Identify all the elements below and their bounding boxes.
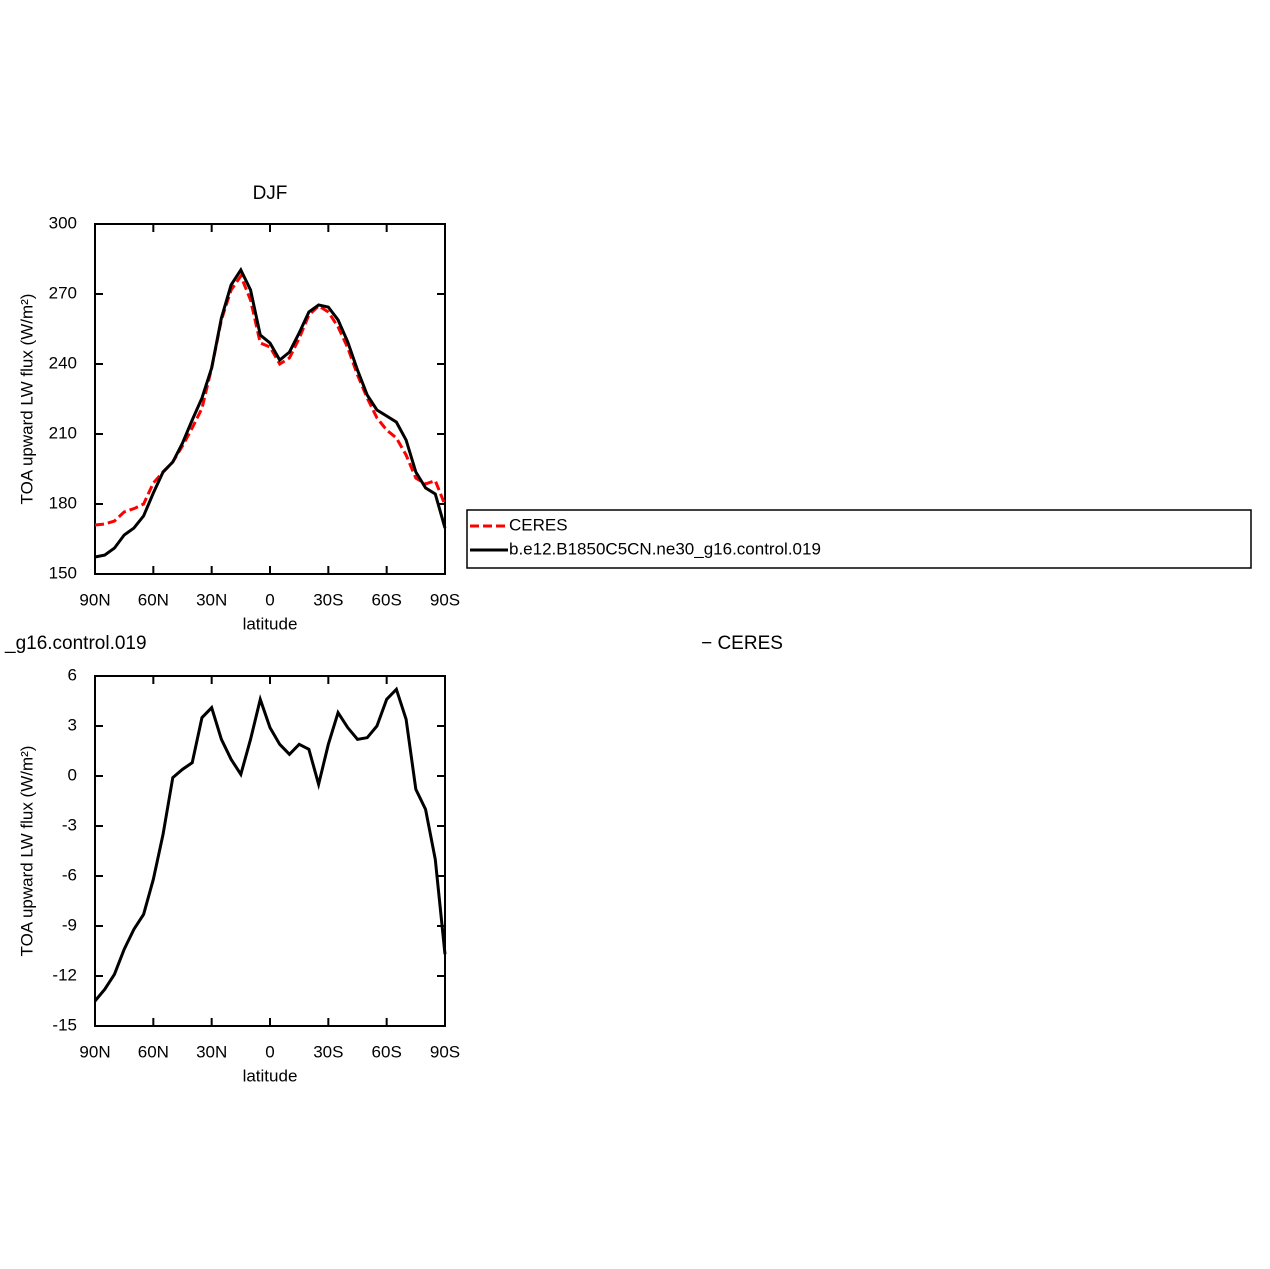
x-tick-label: 60N: [138, 590, 169, 609]
y-tick-label: 6: [68, 665, 77, 684]
x-tick-label: 60S: [372, 1042, 402, 1061]
y-axis-label: TOA upward LW flux (W/m²): [17, 294, 36, 505]
x-tick-label: 60N: [138, 1042, 169, 1061]
y-tick-label: 210: [49, 423, 77, 442]
legend-box: [466, 509, 1252, 569]
y-tick-label: 300: [49, 213, 77, 232]
plot-frame: [94, 223, 446, 575]
y-tick-label: 270: [49, 283, 77, 302]
y-axis-label: TOA upward LW flux (W/m²): [17, 746, 36, 957]
x-tick-label: 30S: [313, 1042, 343, 1061]
chart-title-left: _g16.control.019: [4, 633, 147, 654]
x-tick-label: 30S: [313, 590, 343, 609]
data-line: [93, 686, 447, 1002]
x-tick-label: 90S: [430, 590, 460, 609]
y-tick-label: -3: [62, 815, 77, 834]
y-tick-label: -9: [62, 915, 77, 934]
legend-label: CERES: [509, 515, 568, 534]
x-tick-label: 90N: [79, 1042, 110, 1061]
x-axis-label: latitude: [243, 614, 298, 633]
x-tick-label: 30N: [196, 1042, 227, 1061]
y-tick-label: 150: [49, 563, 77, 582]
x-tick-label: 30N: [196, 590, 227, 609]
y-tick-label: 180: [49, 493, 77, 512]
x-tick-label: 90S: [430, 1042, 460, 1061]
y-tick-label: -12: [52, 965, 77, 984]
y-tick-label: 3: [68, 715, 77, 734]
legend-label: b.e12.B1850C5CN.ne30_g16.control.019: [509, 539, 821, 558]
chart-title-right: − CERES: [701, 633, 783, 654]
y-tick-label: 240: [49, 353, 77, 372]
data-line: [94, 272, 447, 527]
x-tick-label: 60S: [372, 590, 402, 609]
x-tick-label: 0: [265, 1042, 274, 1061]
y-tick-label: -6: [62, 865, 77, 884]
chart-title: DJF: [253, 183, 288, 204]
data-line: [94, 266, 447, 559]
y-tick-label: 0: [68, 765, 77, 784]
y-tick-label: -15: [52, 1015, 77, 1034]
x-axis-label: latitude: [243, 1066, 298, 1085]
x-tick-label: 90N: [79, 590, 110, 609]
x-tick-label: 0: [265, 590, 274, 609]
